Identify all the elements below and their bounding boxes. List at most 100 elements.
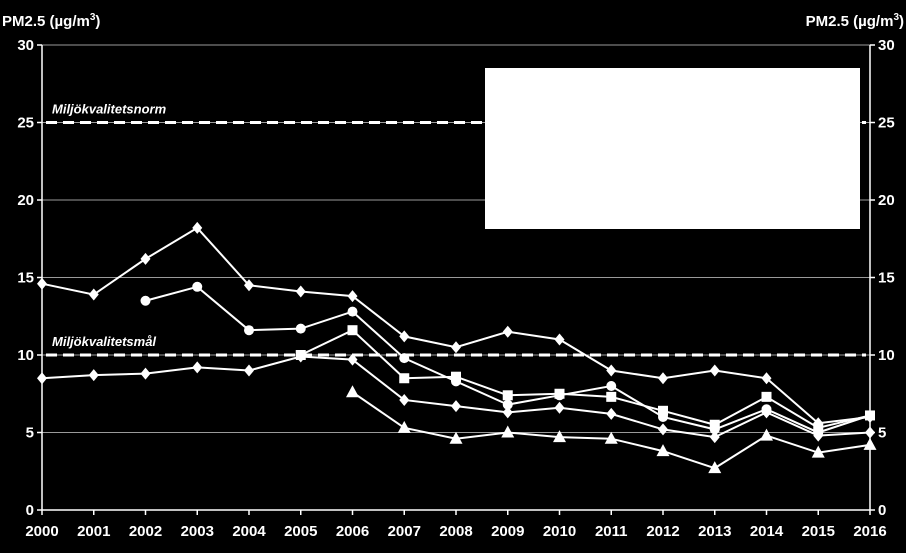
data-point-circle [399,353,410,364]
data-point-diamond [399,393,410,406]
y-tick-label-left: 0 [26,502,34,519]
data-point-diamond [502,325,513,338]
data-point-diamond [399,330,410,343]
data-point-square [554,388,565,399]
x-tick-label: 2016 [853,523,886,540]
data-point-triangle [346,385,359,398]
y-axis-label-left-superscript: 3 [90,12,96,23]
x-tick-label: 2004 [232,523,266,540]
data-point-diamond [140,367,151,380]
y-tick-label-right: 10 [878,347,895,364]
x-tick-label: 2009 [491,523,524,540]
data-point-diamond [761,372,772,385]
x-tick-label: 2001 [77,523,110,540]
data-point-diamond [244,279,254,292]
data-point-diamond [709,431,720,444]
y-tick-label-left: 20 [17,192,34,209]
data-point-diamond [554,401,565,414]
data-point-square [347,325,358,336]
y-tick-label-right: 0 [878,502,886,519]
x-tick-label: 2015 [802,523,835,540]
y-axis-label-right-suffix: ) [899,13,904,30]
data-point-square [813,422,824,433]
data-point-triangle [656,444,670,457]
data-point-diamond [244,364,254,377]
data-point-triangle [604,431,618,444]
x-tick-label: 2000 [25,523,58,540]
data-point-diamond [451,341,461,354]
data-point-diamond [709,364,720,377]
x-tick-label: 2002 [129,523,162,540]
data-point-diamond [865,426,875,439]
y-axis-label-left-suffix: ) [95,13,100,30]
data-point-square [658,405,668,416]
y-tick-label-left: 30 [17,37,34,54]
x-tick-label: 2013 [698,523,731,540]
data-point-diamond [658,372,668,385]
x-tick-label: 2010 [543,523,576,540]
data-point-square [502,390,513,401]
data-point-triangle [553,430,566,443]
data-point-diamond [502,406,513,419]
x-tick-label: 2014 [750,523,784,540]
data-point-triangle [501,425,515,438]
y-axis-label-right: PM2.5 (µg/m3) [806,12,904,30]
y-axis-label-right-superscript: 3 [893,12,899,23]
y-axis-label-left: PM2.5 (µg/m3) [2,12,100,30]
data-point-square [451,371,461,382]
data-point-square [709,419,720,430]
data-point-circle [244,325,254,336]
series-3 [37,350,875,444]
x-tick-label: 2005 [284,523,317,540]
x-tick-label: 2008 [439,523,472,540]
x-tick-label: 2006 [336,523,369,540]
y-tick-label-right: 20 [878,192,895,209]
y-tick-label-left: 25 [17,115,34,132]
data-point-diamond [192,221,203,234]
reference-line-label: Miljökvalitetsmål [52,334,156,349]
series-line [300,329,871,429]
right-y-ticks: 0 5 10 15 20 25 30 [870,37,895,519]
data-point-diamond [37,277,47,290]
y-tick-label-right: 30 [878,37,895,54]
data-point-diamond [88,369,99,382]
data-point-circle [295,323,306,334]
x-tick-label: 2007 [388,523,421,540]
data-point-circle [347,306,358,317]
data-point-circle [192,281,203,292]
data-point-triangle [863,437,877,450]
data-point-diamond [347,290,358,303]
data-point-diamond [140,252,151,265]
y-tick-label-right: 25 [878,115,895,132]
data-point-triangle [449,431,463,444]
data-point-diamond [37,372,47,385]
data-point-diamond [761,406,772,419]
data-point-diamond [347,353,358,366]
y-tick-label-left: 15 [17,270,34,287]
data-point-circle [140,295,151,306]
data-point-diamond [192,361,203,374]
data-point-triangle [708,461,722,474]
data-point-diamond [451,400,461,413]
series-4 [295,325,875,433]
y-tick-label-right: 15 [878,270,895,287]
data-point-triangle [760,428,773,441]
data-point-circle [606,381,617,391]
x-tick-label: 2012 [646,523,679,540]
data-point-circle [502,399,513,410]
legend-box [485,68,860,229]
left-y-ticks: 0 5 10 15 20 25 30 [17,37,42,519]
data-point-triangle [811,445,825,458]
data-point-diamond [88,288,99,301]
data-point-triangle [397,420,411,433]
y-tick-label-right: 5 [878,425,886,442]
x-ticks: 2000 2001 2002 2003 2004 2005 2006 2007 2008 2009… [25,510,887,540]
data-point-square [606,391,617,402]
data-point-diamond [606,364,617,377]
data-point-diamond [606,407,617,420]
y-tick-label-left: 10 [17,347,34,364]
data-point-square [399,373,410,384]
reference-line-label: Miljökvalitetsnorm [52,102,167,117]
data-point-diamond [554,333,565,346]
